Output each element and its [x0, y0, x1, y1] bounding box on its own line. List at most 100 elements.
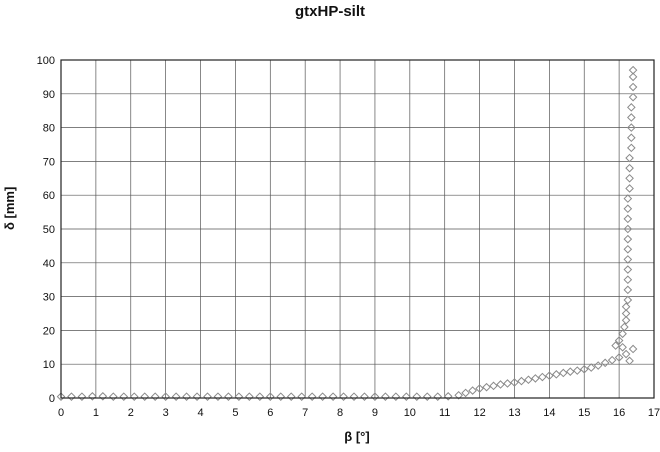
x-tick-label: 15: [578, 407, 590, 419]
x-tick-label: 12: [473, 407, 485, 419]
data-point: [78, 393, 85, 400]
data-point: [497, 381, 504, 388]
y-tick-label: 70: [43, 156, 55, 168]
x-tick-label: 17: [648, 407, 660, 419]
data-point: [518, 378, 525, 385]
y-tick-label: 90: [43, 89, 55, 101]
data-point: [626, 357, 633, 364]
data-point: [626, 154, 633, 161]
data-point: [131, 393, 138, 400]
data-point: [629, 94, 636, 101]
data-point: [256, 393, 263, 400]
data-point: [298, 393, 305, 400]
data-point: [152, 393, 159, 400]
data-point: [329, 393, 336, 400]
data-point: [193, 393, 200, 400]
data-point: [403, 393, 410, 400]
data-point: [624, 266, 631, 273]
y-tick-label: 50: [43, 224, 55, 236]
x-tick-label: 6: [267, 407, 273, 419]
y-tick-label: 0: [49, 393, 55, 405]
x-tick-label: 5: [232, 407, 238, 419]
y-tick-label: 20: [43, 325, 55, 337]
data-point: [246, 393, 253, 400]
x-tick-label: 7: [302, 407, 308, 419]
data-point: [235, 393, 242, 400]
data-point: [525, 376, 532, 383]
data-point: [624, 236, 631, 243]
data-point: [434, 393, 441, 400]
data-point: [622, 350, 629, 357]
data-point: [621, 323, 628, 330]
data-point: [424, 393, 431, 400]
y-tick-label: 30: [43, 292, 55, 304]
data-point: [532, 375, 539, 382]
data-point: [629, 83, 636, 90]
data-point: [560, 369, 567, 376]
data-point: [624, 286, 631, 293]
x-tick-label: 8: [337, 407, 343, 419]
y-axis-ticks: 0 10 20 30 40 50 60 70 80 90 100: [37, 55, 55, 405]
y-axis-label: δ [mm]: [2, 187, 17, 230]
data-point: [588, 364, 595, 371]
x-tick-label: 16: [613, 407, 625, 419]
data-point: [225, 393, 232, 400]
data-point: [340, 393, 347, 400]
y-tick-label: 10: [43, 359, 55, 371]
data-point: [204, 393, 211, 400]
data-point: [392, 393, 399, 400]
x-tick-label: 13: [508, 407, 520, 419]
x-axis-label: β [°]: [60, 429, 654, 444]
data-point: [628, 104, 635, 111]
data-point: [609, 357, 616, 364]
x-axis-ticks: 0 1 2 3 4 5 6 7 8 9 10 11 12 13 14 15 16 17: [58, 407, 660, 419]
data-points: [57, 67, 636, 401]
data-point: [277, 393, 284, 400]
data-point: [183, 393, 190, 400]
data-point: [539, 373, 546, 380]
data-point: [624, 296, 631, 303]
x-tick-label: 11: [439, 407, 450, 419]
data-point: [214, 393, 221, 400]
data-point: [553, 371, 560, 378]
data-point: [567, 368, 574, 375]
x-tick-label: 3: [163, 407, 169, 419]
data-point: [469, 387, 476, 394]
data-point: [490, 382, 497, 389]
y-tick-label: 80: [43, 123, 55, 135]
data-point: [624, 195, 631, 202]
data-point: [624, 246, 631, 253]
x-tick-label: 14: [543, 407, 555, 419]
data-point: [619, 330, 626, 337]
data-point: [504, 380, 511, 387]
data-point: [629, 345, 636, 352]
data-point: [483, 384, 490, 391]
data-point: [110, 393, 117, 400]
data-point: [628, 144, 635, 151]
x-tick-label: 4: [197, 407, 203, 419]
x-tick-label: 2: [128, 407, 134, 419]
data-point: [413, 393, 420, 400]
data-point: [361, 393, 368, 400]
data-point: [602, 359, 609, 366]
x-tick-label: 1: [93, 407, 99, 419]
y-tick-label: 40: [43, 258, 55, 270]
y-tick-label: 100: [37, 55, 55, 67]
data-point: [462, 389, 469, 396]
data-point: [574, 367, 581, 374]
data-point: [99, 393, 106, 400]
y-tick-label: 60: [43, 190, 55, 202]
data-point: [288, 393, 295, 400]
data-point: [382, 393, 389, 400]
data-point: [624, 276, 631, 283]
data-point: [628, 134, 635, 141]
data-point: [350, 393, 357, 400]
data-point: [595, 362, 602, 369]
data-point: [173, 393, 180, 400]
data-point: [624, 256, 631, 263]
data-point: [445, 393, 452, 400]
data-point: [120, 393, 127, 400]
x-tick-label: 9: [372, 407, 378, 419]
grid-lines: [61, 60, 654, 398]
